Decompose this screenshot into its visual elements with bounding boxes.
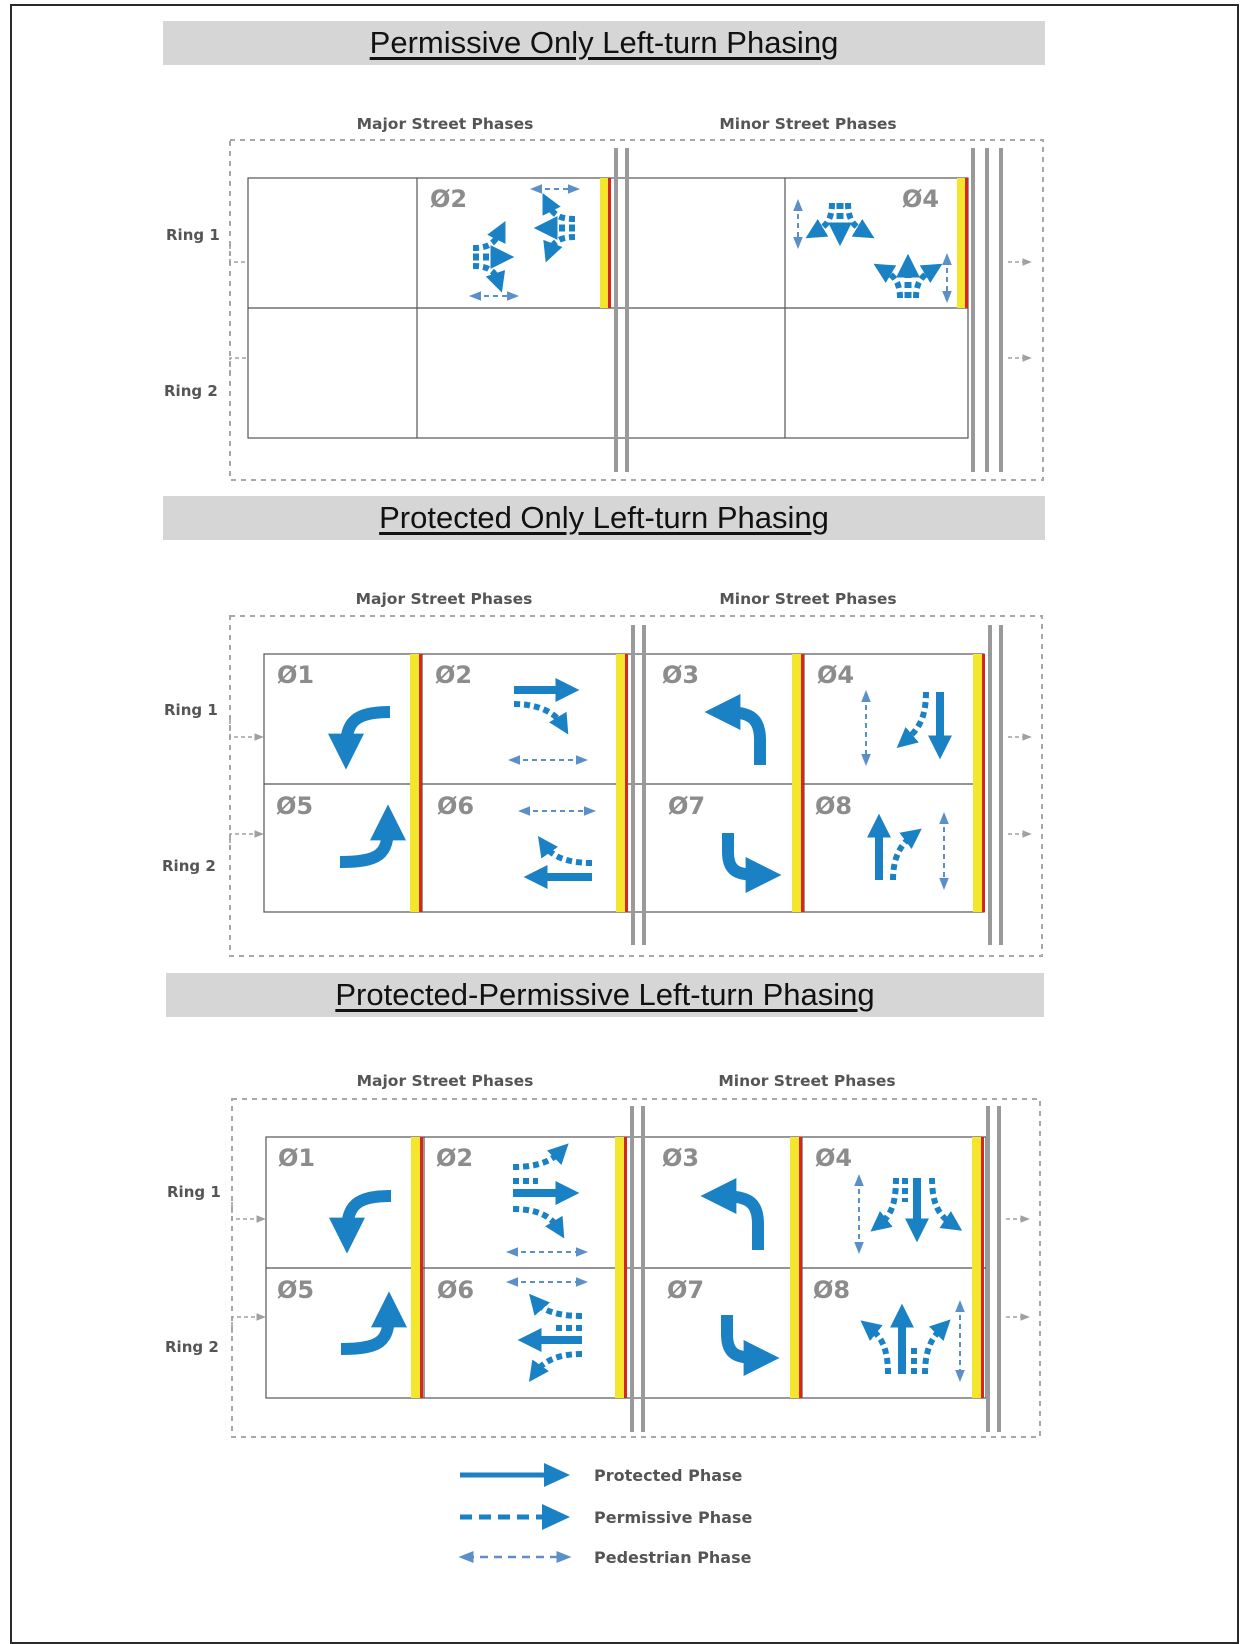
protected-arrows bbox=[328, 678, 952, 893]
phase-label: Ø8 bbox=[813, 1276, 850, 1304]
legend-pedestrian-label: Pedestrian Phase bbox=[594, 1548, 752, 1567]
ring-1-label: Ring 1 bbox=[166, 226, 220, 244]
minor-street-header: Minor Street Phases bbox=[719, 590, 896, 608]
pedestrian-arrows bbox=[508, 690, 949, 890]
phase-label: Ø5 bbox=[276, 792, 313, 820]
phase-label: Ø2 bbox=[436, 1144, 473, 1172]
section-2-diagram: Major Street Phases Minor Street Phases … bbox=[162, 590, 1043, 957]
ring-2-label: Ring 2 bbox=[162, 857, 216, 875]
phase-label: Ø5 bbox=[277, 1276, 314, 1304]
minor-street-header: Minor Street Phases bbox=[719, 115, 896, 133]
section-1-title: Permissive Only Left-turn Phasing bbox=[369, 25, 839, 60]
minor-street-header: Minor Street Phases bbox=[718, 1072, 895, 1090]
major-street-header: Major Street Phases bbox=[356, 590, 533, 608]
phase-label: Ø4 bbox=[815, 1144, 852, 1172]
phase-label: Ø2 bbox=[435, 661, 472, 689]
phase-label: Ø4 bbox=[817, 661, 854, 689]
clearance-intervals bbox=[411, 1137, 984, 1398]
permissive-arrows-phase-4 bbox=[805, 202, 943, 299]
legend-permissive-arrowhead bbox=[542, 1504, 570, 1530]
phase-label: Ø3 bbox=[662, 1144, 699, 1172]
phase-label: Ø7 bbox=[668, 792, 705, 820]
pedestrian-arrows bbox=[506, 1174, 965, 1382]
section-3-banner: Protected-Permissive Left-turn Phasing bbox=[166, 973, 1044, 1017]
section-3-diagram: Major Street Phases Minor Street Phases … bbox=[165, 1072, 1041, 1438]
phase-label: Ø2 bbox=[430, 185, 467, 213]
legend-protected-arrowhead bbox=[544, 1463, 570, 1487]
barrier bbox=[631, 625, 1003, 945]
section-2-title: Protected Only Left-turn Phasing bbox=[379, 500, 829, 535]
section-1-diagram: Major Street Phases Minor Street Phases … bbox=[164, 115, 1044, 481]
clearance-red bbox=[608, 178, 611, 308]
phase-label: Ø8 bbox=[815, 792, 852, 820]
ring-flow-arrows bbox=[229, 720, 1032, 850]
phase-label: Ø1 bbox=[278, 1144, 315, 1172]
phase-label: Ø3 bbox=[662, 661, 699, 689]
legend-protected-label: Protected Phase bbox=[594, 1466, 743, 1485]
phase-label: Ø6 bbox=[437, 1276, 474, 1304]
section-3-title: Protected-Permissive Left-turn Phasing bbox=[335, 977, 875, 1012]
cycle-boundary bbox=[229, 139, 1044, 481]
ring-flow-arrows bbox=[229, 245, 1032, 374]
clearance-yellow bbox=[957, 178, 965, 308]
permissive-arrows-phase-2 bbox=[472, 193, 576, 293]
ring-1-label: Ring 1 bbox=[167, 1183, 221, 1201]
ring-flow-arrows bbox=[231, 1202, 1030, 1333]
phase-label: Ø1 bbox=[277, 661, 314, 689]
clearance-red bbox=[965, 178, 968, 308]
major-street-header: Major Street Phases bbox=[357, 1072, 534, 1090]
ring-2-label: Ring 2 bbox=[165, 1338, 219, 1356]
phase-label: Ø4 bbox=[902, 185, 939, 213]
major-street-header: Major Street Phases bbox=[357, 115, 534, 133]
cycle-boundary bbox=[229, 615, 1043, 957]
pedestrian-arrows bbox=[469, 184, 952, 303]
phase-label: Ø6 bbox=[437, 792, 474, 820]
ring-2-label: Ring 2 bbox=[164, 382, 218, 400]
legend-permissive-label: Permissive Phase bbox=[594, 1508, 752, 1527]
clearance-intervals bbox=[410, 654, 985, 912]
barrier bbox=[630, 1106, 1001, 1432]
legend: Protected Phase Permissive Phase Pedestr… bbox=[458, 1463, 752, 1567]
cycle-boundary bbox=[231, 1098, 1041, 1438]
ring-1-label: Ring 1 bbox=[164, 701, 218, 719]
section-1-banner: Permissive Only Left-turn Phasing bbox=[163, 21, 1045, 65]
barrier bbox=[614, 148, 1003, 472]
protected-permissive-arrows bbox=[329, 1143, 963, 1383]
clearance-yellow bbox=[600, 178, 608, 308]
phase-label: Ø7 bbox=[667, 1276, 704, 1304]
section-2-banner: Protected Only Left-turn Phasing bbox=[163, 496, 1045, 540]
